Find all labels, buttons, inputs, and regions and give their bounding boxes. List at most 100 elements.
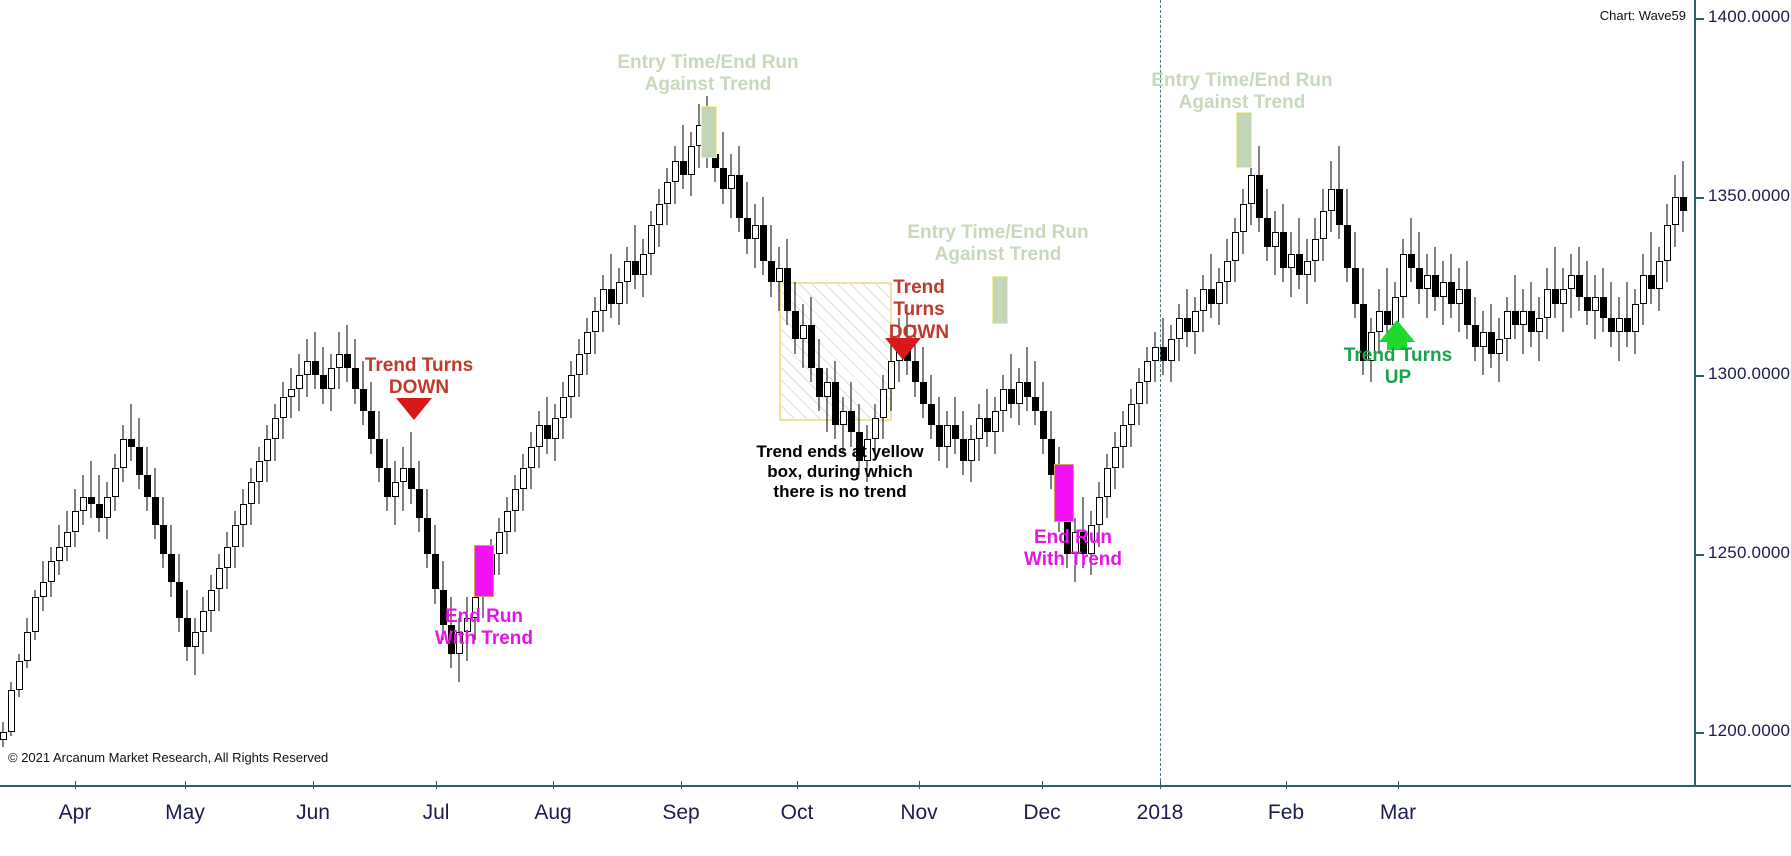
candle bbox=[615, 0, 623, 786]
candle-body bbox=[1631, 303, 1639, 333]
candle-body bbox=[1591, 296, 1599, 311]
candle bbox=[495, 0, 503, 786]
candle bbox=[567, 0, 575, 786]
candle bbox=[399, 0, 407, 786]
candle bbox=[527, 0, 535, 786]
candle-body bbox=[15, 660, 23, 690]
candle-wick bbox=[1410, 217, 1412, 283]
candle-body bbox=[1111, 446, 1119, 468]
date-axis-label: Oct bbox=[780, 801, 814, 824]
candle bbox=[439, 0, 447, 786]
candle-body bbox=[927, 403, 935, 426]
candle-body bbox=[559, 396, 567, 418]
date-axis-line bbox=[0, 785, 1791, 787]
candle bbox=[7, 0, 15, 786]
candle-wick bbox=[1650, 232, 1652, 304]
candle bbox=[639, 0, 647, 786]
candle bbox=[39, 0, 47, 786]
candle-body bbox=[271, 418, 279, 440]
candle bbox=[591, 0, 599, 786]
candle bbox=[1519, 0, 1527, 786]
candle-body bbox=[1519, 310, 1527, 326]
candle bbox=[1055, 0, 1063, 786]
candle-body bbox=[551, 418, 559, 440]
candle-wick bbox=[90, 460, 92, 519]
candle-body bbox=[319, 375, 327, 390]
candle-body bbox=[575, 353, 583, 376]
candle-wick bbox=[1210, 253, 1212, 318]
candle-body bbox=[871, 418, 879, 440]
candle-body bbox=[1127, 403, 1135, 426]
candle-body bbox=[1215, 282, 1223, 304]
date-axis-label: Apr bbox=[58, 801, 92, 824]
candle bbox=[751, 0, 759, 786]
date-axis-label: Sep bbox=[662, 801, 700, 824]
candle-body bbox=[815, 367, 823, 397]
date-tick bbox=[681, 781, 682, 789]
candle-body bbox=[399, 468, 407, 483]
candle-body bbox=[0, 732, 7, 740]
candle-body bbox=[191, 632, 199, 647]
candle bbox=[167, 0, 175, 786]
date-axis-label: Aug bbox=[534, 801, 572, 824]
candle bbox=[1103, 0, 1111, 786]
candle-body bbox=[735, 175, 743, 218]
candle bbox=[911, 0, 919, 786]
candle-body bbox=[1239, 203, 1247, 233]
candle bbox=[1015, 0, 1023, 786]
candle-body bbox=[655, 203, 663, 226]
candle bbox=[1079, 0, 1087, 786]
candle-body bbox=[1639, 275, 1647, 304]
candle-wick bbox=[842, 396, 844, 454]
date-tick bbox=[436, 781, 437, 789]
candle bbox=[1279, 0, 1287, 786]
candle-wick bbox=[914, 325, 916, 397]
candle-body bbox=[959, 439, 967, 461]
candle-body bbox=[119, 439, 127, 469]
price-tick bbox=[1696, 553, 1704, 556]
candle bbox=[735, 0, 743, 786]
candle bbox=[815, 0, 823, 786]
candle bbox=[895, 0, 903, 786]
candle bbox=[1183, 0, 1191, 786]
candle-body bbox=[287, 389, 295, 397]
candle-body bbox=[7, 689, 15, 733]
candle-body bbox=[855, 432, 863, 461]
candle-body bbox=[39, 582, 47, 597]
candle-body bbox=[439, 589, 447, 626]
candle-body bbox=[87, 496, 95, 504]
candle bbox=[767, 0, 775, 786]
candle-body bbox=[455, 632, 463, 654]
candle-body bbox=[967, 439, 975, 461]
plot-area[interactable] bbox=[0, 0, 1694, 786]
candle-body bbox=[1031, 396, 1039, 411]
candle bbox=[663, 0, 671, 786]
candle bbox=[407, 0, 415, 786]
candle bbox=[1607, 0, 1615, 786]
candle-body bbox=[415, 489, 423, 519]
candle-body bbox=[975, 418, 983, 440]
candle-body bbox=[1607, 317, 1615, 333]
candle-body bbox=[847, 410, 855, 433]
candle-body bbox=[1567, 275, 1575, 290]
candle bbox=[727, 0, 735, 786]
candle bbox=[1319, 0, 1327, 786]
candle-body bbox=[1583, 296, 1591, 311]
candle bbox=[991, 0, 999, 786]
candle-body bbox=[1263, 217, 1271, 247]
candle-body bbox=[919, 382, 927, 404]
candle-body bbox=[743, 217, 751, 240]
candle bbox=[87, 0, 95, 786]
candle bbox=[887, 0, 895, 786]
price-tick bbox=[1696, 375, 1704, 378]
candle bbox=[1151, 0, 1159, 786]
candle-body bbox=[351, 367, 359, 390]
candle bbox=[79, 0, 87, 786]
candle-body bbox=[1175, 317, 1183, 340]
candle-body bbox=[1663, 225, 1671, 261]
candle bbox=[511, 0, 519, 786]
candle-body bbox=[47, 560, 55, 583]
candle-body bbox=[663, 182, 671, 204]
candle-body bbox=[311, 360, 319, 376]
